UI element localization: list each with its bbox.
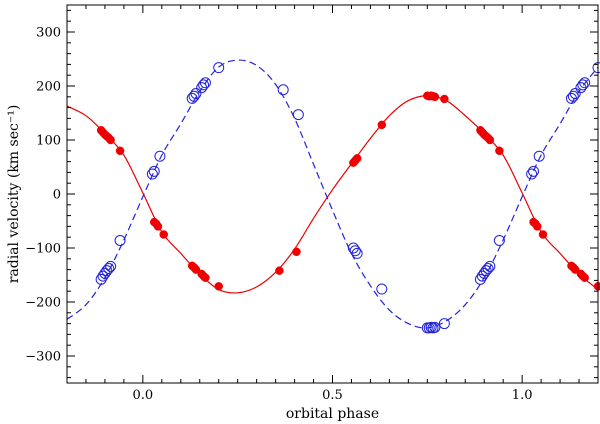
x-tick-label: 1.0 (512, 388, 533, 403)
primary-data-point (201, 273, 210, 282)
primary-data-point (292, 247, 301, 257)
model-curves (66, 59, 599, 329)
secondary-data-point (95, 273, 107, 285)
primary-data-point (593, 282, 600, 291)
secondary-data-point (526, 168, 538, 180)
primary-data-point (214, 282, 223, 291)
x-tick-label: 0.0 (133, 388, 154, 403)
primary-data-point (533, 222, 542, 231)
secondary-data-point (292, 109, 304, 121)
secondary-data-point (154, 150, 166, 162)
secondary-data-point (114, 234, 126, 246)
primary-data-point (538, 230, 548, 239)
secondary-data-point (376, 283, 388, 295)
secondary-data-point (213, 62, 225, 74)
secondary-data-point (577, 79, 589, 91)
y-tick-label: 0 (53, 188, 61, 203)
primary-data-point (485, 135, 495, 145)
secondary-data-point (188, 90, 200, 102)
plot-frame (66, 4, 599, 384)
primary-data-point (495, 146, 504, 156)
secondary-data-point (146, 168, 158, 180)
y-tick-label: 300 (36, 26, 61, 41)
secondary-data-point (569, 88, 581, 100)
secondary-data-point (476, 270, 488, 282)
secondary-data-point (484, 260, 496, 272)
data-points (95, 62, 600, 334)
axis-ticks: 0.0 0.5 1.0 −300 −200 −100 0 100 200 300 (25, 5, 599, 403)
secondary-data-point (105, 260, 117, 272)
secondary-data-point (97, 270, 109, 282)
secondary-data-point (101, 265, 113, 277)
secondary-data-point (493, 234, 505, 246)
secondary-data-point (533, 150, 545, 162)
primary-model-curve (66, 95, 599, 294)
secondary-data-point (349, 245, 361, 257)
y-tick-label: −100 (25, 242, 61, 257)
primary-data-point (191, 265, 201, 274)
primary-data-point (440, 94, 449, 104)
primary-data-point (159, 230, 168, 239)
primary-data-point (580, 273, 589, 282)
secondary-data-point (482, 263, 494, 275)
x-axis-label: orbital phase (286, 406, 379, 422)
secondary-data-point (474, 273, 486, 285)
primary-data-point (115, 146, 125, 156)
y-axis-label: radial velocity (km sec⁻¹) (6, 105, 22, 284)
secondary-data-point (567, 90, 579, 102)
secondary-data-point (579, 77, 591, 89)
secondary-data-point (199, 77, 211, 89)
y-tick-label: 200 (36, 80, 61, 95)
secondary-model-curve (66, 59, 599, 329)
y-tick-label: −200 (25, 296, 61, 311)
x-tick-label: 0.5 (322, 388, 343, 403)
secondary-data-point (277, 84, 289, 96)
y-tick-label: 100 (36, 134, 61, 149)
primary-data-point (430, 92, 440, 102)
primary-data-point (106, 135, 115, 145)
secondary-data-point (429, 321, 441, 333)
secondary-data-point (198, 79, 210, 91)
primary-data-point (377, 120, 387, 130)
primary-data-point (352, 154, 362, 163)
secondary-data-point (351, 247, 363, 259)
primary-data-point (153, 222, 163, 231)
secondary-data-point (148, 165, 160, 177)
secondary-data-point (438, 318, 450, 330)
primary-data-point (275, 266, 284, 275)
primary-data-point (570, 265, 580, 274)
secondary-data-point (528, 165, 540, 177)
secondary-data-point (103, 263, 115, 275)
secondary-data-point (480, 265, 492, 277)
secondary-data-point (347, 242, 359, 254)
secondary-data-point (190, 88, 202, 100)
y-tick-label: −300 (25, 350, 61, 365)
